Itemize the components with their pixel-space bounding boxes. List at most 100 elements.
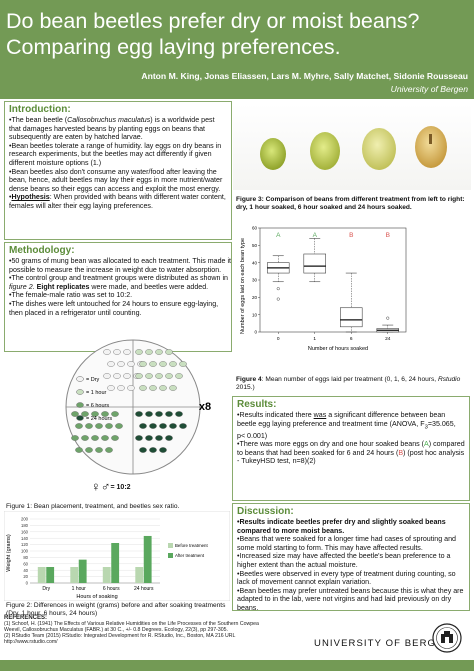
bar: [37, 567, 46, 583]
bar: [102, 567, 111, 583]
bean: [179, 423, 187, 429]
bean: [113, 373, 121, 379]
x-tick-label: 1 hour: [72, 586, 87, 592]
bean: [103, 349, 111, 355]
petri-dish-diagram: = Dry = 1 hour = 6 hours = 24 hours x8: [65, 339, 211, 475]
legend-label: After treatment: [175, 553, 205, 558]
discussion-paragraph-4: •Beetles were observed in every type of …: [237, 569, 456, 587]
figure-3-caption: Figure 3: Comparison of beans from diffe…: [236, 196, 465, 212]
bean: [71, 435, 79, 441]
legend-6h-swatch: [76, 402, 84, 408]
bean: [139, 361, 147, 367]
bean: [101, 435, 109, 441]
reference-2-cont: http://www.rstudio.com/: [4, 639, 58, 645]
bean: [159, 385, 167, 391]
bean: [75, 447, 83, 453]
bean: [95, 447, 103, 453]
bean: [139, 447, 147, 453]
x-tick-label: 24: [385, 336, 391, 342]
bean: [91, 411, 99, 417]
bean: [101, 411, 109, 417]
bean: [111, 435, 119, 441]
legend-label: Before treatment: [175, 543, 208, 548]
discussion-paragraph-5: •Bean beetles may prefer untreated beans…: [237, 586, 464, 612]
one-hour-bean-group: [135, 349, 187, 391]
y-tick-label: 60: [252, 226, 258, 231]
y-tick-label: 40: [23, 568, 28, 573]
hypothesis: •Hypothesis: When provided with beans wi…: [9, 193, 226, 210]
bean: [145, 349, 153, 355]
bean: [107, 385, 115, 391]
bean: [103, 373, 111, 379]
dry-bean: [260, 138, 286, 170]
results-title: Results:: [237, 399, 277, 410]
method-paragraph-4: •The dishes were left untouched for 24 h…: [9, 299, 219, 317]
y-tick-label: 180: [21, 523, 29, 528]
x-tick-label: 0: [277, 336, 280, 342]
bean: [165, 373, 173, 379]
bar: [70, 567, 79, 583]
figure-4-caption: Figure 4: Mean number of eggs laid per t…: [236, 376, 461, 392]
y-tick-label: 20: [252, 295, 258, 300]
bean: [127, 361, 135, 367]
legend-swatch: [168, 553, 173, 558]
bean: [115, 423, 123, 429]
bean: [159, 361, 167, 367]
legend-dry: = Dry: [86, 377, 100, 383]
twentyfour-hour-bean: [415, 126, 447, 168]
sprout-mark: [429, 134, 432, 144]
outlier-point: [386, 316, 390, 320]
bar-chart-ylabel: Weight (grams): [6, 534, 12, 572]
intro-paragraph-1: •The bean beetle (Callosobruchus maculat…: [9, 116, 215, 142]
bar: [135, 567, 144, 583]
results-paragraph-2: •There was more eggs on dry and one hour…: [237, 440, 465, 466]
beans-photo: [233, 104, 471, 190]
results-paragraph-1: •Results indicated there was a significa…: [237, 411, 456, 440]
dish-legend: = Dry = 1 hour = 6 hours = 24 hours: [76, 376, 112, 422]
y-tick-label: 30: [252, 278, 258, 283]
box: [340, 307, 363, 328]
bean: [145, 435, 153, 441]
references-title: REFERENCES:: [4, 615, 48, 621]
bar: [143, 535, 152, 583]
y-tick-label: 0: [26, 581, 29, 586]
legend-1h-swatch: [76, 389, 84, 395]
bean: [155, 435, 163, 441]
boxplot-frame: [259, 227, 407, 333]
y-tick-label: 40: [252, 260, 258, 265]
y-tick-label: 80: [23, 555, 28, 560]
title-line-1: Do bean beetles prefer dry or moist bean…: [6, 9, 420, 33]
x-tick-label: Dry: [42, 586, 50, 592]
beans-illustration: [260, 126, 447, 170]
bean: [165, 349, 173, 355]
bean: [169, 361, 177, 367]
group-letter: A: [276, 232, 281, 239]
x-tick-label: 1: [313, 336, 316, 342]
group-letter: B: [386, 232, 390, 239]
bean: [85, 423, 93, 429]
bean: [117, 361, 125, 367]
bean: [149, 447, 157, 453]
bean: [155, 349, 163, 355]
y-tick-label: 50: [252, 243, 258, 248]
bean: [135, 349, 143, 355]
bean: [135, 411, 143, 417]
bean: [113, 349, 121, 355]
y-tick-label: 120: [21, 542, 29, 547]
box: [303, 253, 327, 274]
group-letter: A: [313, 232, 318, 239]
bar-chart-legend: Before treatment After treatment: [168, 543, 208, 558]
bean: [159, 447, 167, 453]
bean: [95, 423, 103, 429]
intro-paragraph-2: •Bean beetles tolerate a range of humidi…: [9, 141, 222, 167]
discussion-paragraph-3: •Increased size may have affected the be…: [237, 552, 451, 569]
bar: [78, 559, 87, 583]
bean: [139, 385, 147, 391]
bean: [145, 411, 153, 417]
references: REFERENCES: (1) Schoof, H. (1941) The Ef…: [4, 615, 304, 645]
bar-chart-x-ticks: Dry 1 hour 6 hours 24 hours: [42, 586, 154, 592]
bean: [175, 373, 183, 379]
